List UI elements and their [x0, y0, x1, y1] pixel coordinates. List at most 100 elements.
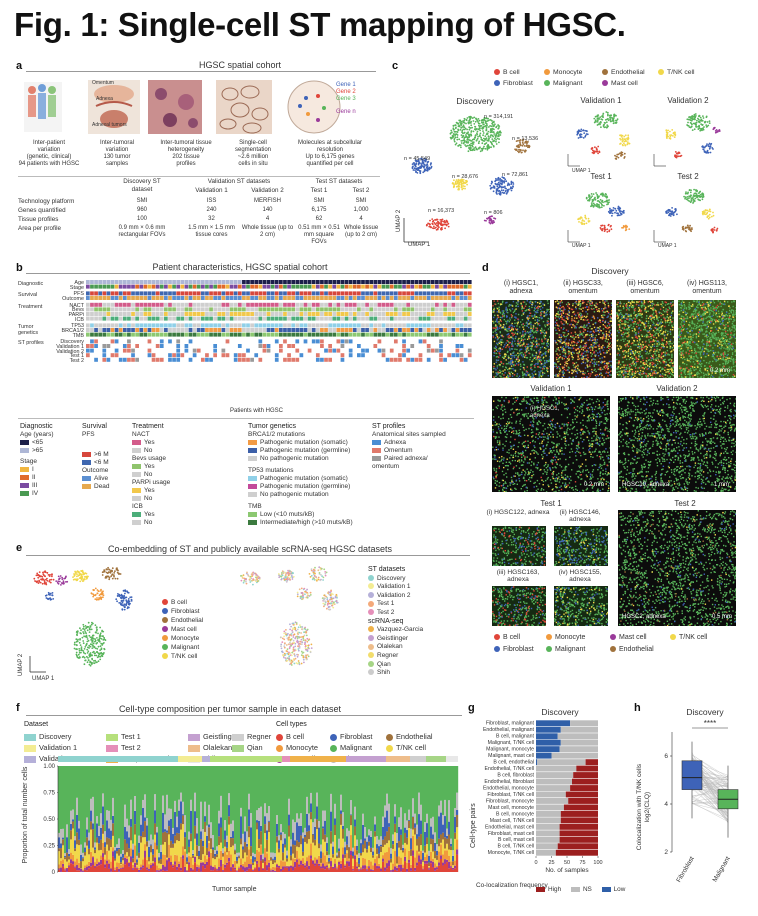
cell-dot — [581, 356, 584, 359]
umap-point — [422, 171, 425, 174]
oncoprint-cell — [295, 307, 300, 312]
cell-dot — [561, 342, 563, 344]
oncoprint-cell — [283, 332, 287, 337]
oncoprint-cell — [348, 344, 353, 348]
oncoprint-cell — [361, 323, 365, 328]
umap-point — [499, 192, 502, 195]
umap-point — [505, 187, 507, 190]
cell-dot — [546, 361, 548, 364]
umap-point — [665, 210, 667, 213]
oncoprint-cell — [164, 307, 168, 312]
oncoprint-cell — [451, 316, 456, 321]
oncoprint-cell — [151, 284, 156, 289]
umap-point — [504, 190, 507, 193]
oncoprint-cell — [266, 357, 271, 362]
cell-dot — [539, 347, 542, 349]
cell-dot — [521, 371, 524, 373]
cell-dot — [510, 360, 512, 362]
cell-dot — [523, 334, 525, 336]
umap-point — [677, 155, 680, 158]
cell-dot — [529, 376, 531, 378]
cell-dot — [558, 377, 560, 378]
umap-point — [456, 185, 458, 188]
oncoprint-cell — [266, 284, 271, 289]
oncoprint-cell — [381, 328, 386, 332]
oncoprint-cell — [205, 328, 209, 332]
cell-dot — [587, 377, 589, 378]
cell-dot — [588, 308, 590, 310]
oncoprint-cell — [250, 316, 254, 321]
table-cell: SMI — [355, 198, 367, 204]
oncoprint-cell — [352, 328, 357, 332]
table-cell: MERFISH — [254, 198, 281, 204]
oncoprint-cell — [295, 291, 300, 296]
umap-point — [702, 148, 705, 151]
cell-dot — [608, 334, 611, 337]
oncoprint-cell — [200, 339, 205, 344]
oncoprint-cell — [266, 328, 271, 332]
oncoprint-cell — [90, 353, 94, 358]
cell-dot — [500, 335, 502, 337]
cell-dot — [517, 342, 519, 345]
cell-dot — [601, 310, 604, 312]
cell-dot — [505, 311, 508, 313]
umap-point — [710, 228, 713, 231]
umap-point — [518, 146, 521, 148]
umap-point — [458, 124, 460, 127]
cell-dot — [517, 356, 519, 358]
oncoprint-cell — [176, 302, 181, 307]
umap-point — [469, 127, 472, 129]
cell-dot — [525, 350, 528, 352]
cell-dot — [568, 371, 570, 374]
cell-dot — [499, 372, 501, 374]
oncoprint-cell — [463, 312, 468, 316]
cell-dot — [521, 310, 524, 312]
oncoprint-cell — [176, 344, 181, 348]
oncoprint-cell — [295, 328, 300, 332]
cell-dot — [565, 317, 568, 319]
oncoprint-cell — [266, 280, 271, 284]
oncoprint-cell — [176, 291, 181, 296]
cell-dot — [508, 368, 510, 370]
cell-dot — [591, 302, 593, 305]
umap-point — [419, 170, 422, 172]
cell-dot — [584, 362, 587, 364]
table-cell: 4 — [359, 216, 363, 222]
cell-dot — [571, 354, 573, 356]
oncoprint-cell — [385, 339, 390, 344]
cell-dot — [510, 329, 513, 332]
oncoprint-cell — [357, 328, 361, 332]
umap-point — [609, 211, 612, 214]
cell-dot — [542, 372, 544, 374]
oncoprint-cell — [406, 284, 411, 289]
cell-dot — [564, 320, 566, 322]
umap-point — [495, 143, 498, 145]
umap-point — [491, 220, 493, 222]
umap-point — [478, 125, 481, 128]
umap-point — [606, 124, 609, 126]
umap-point — [498, 186, 501, 189]
umap-point — [695, 194, 698, 197]
cell-dot — [601, 316, 603, 318]
cell-dot — [579, 302, 581, 305]
oncoprint-cell — [151, 323, 156, 328]
cell-dot — [519, 341, 522, 343]
cell-dot — [516, 375, 518, 377]
oncoprint-cell — [393, 280, 398, 284]
cell-dot — [527, 315, 529, 317]
cell-dot — [562, 355, 565, 357]
oncoprint-cell — [225, 323, 230, 328]
umap-point — [452, 125, 455, 127]
oncoprint-cell — [209, 312, 213, 316]
cell-dot — [572, 304, 574, 307]
cell-dot — [600, 361, 602, 364]
cell-dot — [604, 304, 606, 306]
umap-point — [684, 192, 687, 195]
umap-point — [474, 146, 477, 149]
cell-dot — [547, 309, 550, 311]
oncoprint-cell — [262, 296, 267, 300]
cell-dot — [512, 338, 515, 340]
cell-dot — [570, 335, 572, 338]
cell-dot — [536, 321, 538, 324]
oncoprint-cell — [200, 328, 205, 332]
